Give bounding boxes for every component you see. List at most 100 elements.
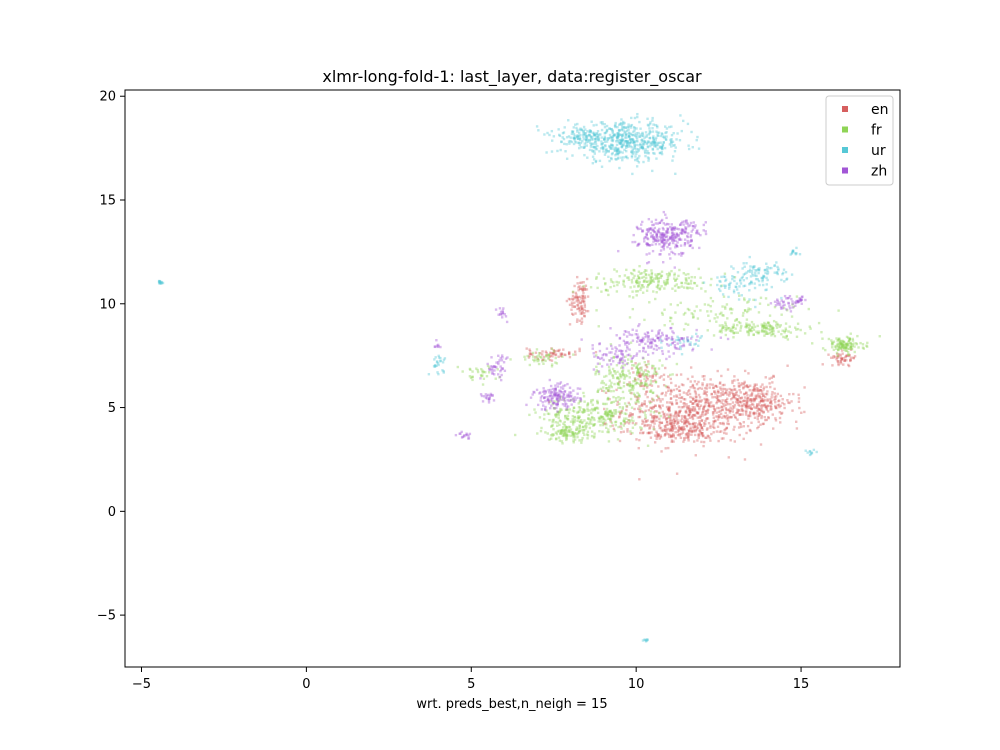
point-en bbox=[672, 388, 676, 392]
point-ur bbox=[627, 131, 631, 134]
point-en bbox=[692, 421, 695, 425]
point-ur bbox=[724, 284, 727, 288]
point-ur bbox=[617, 156, 620, 159]
point-en bbox=[581, 294, 584, 298]
point-en bbox=[696, 403, 699, 406]
point-zh bbox=[652, 228, 655, 231]
point-en bbox=[641, 410, 645, 414]
point-zh bbox=[694, 224, 697, 227]
point-fr bbox=[861, 343, 865, 346]
point-zh bbox=[489, 394, 492, 397]
point-fr bbox=[655, 277, 658, 281]
point-zh bbox=[655, 234, 659, 237]
point-ur bbox=[642, 139, 645, 142]
point-en bbox=[580, 322, 583, 325]
point-fr bbox=[720, 284, 723, 287]
point-zh bbox=[632, 233, 635, 237]
point-fr bbox=[637, 367, 640, 371]
point-ur bbox=[591, 150, 595, 153]
point-en bbox=[845, 359, 848, 362]
point-zh bbox=[651, 223, 654, 227]
point-zh bbox=[572, 389, 575, 392]
point-en bbox=[581, 294, 584, 298]
point-en bbox=[679, 400, 683, 403]
point-fr bbox=[760, 330, 763, 333]
point-en bbox=[759, 404, 763, 408]
point-fr bbox=[554, 420, 557, 424]
point-en bbox=[761, 392, 765, 396]
point-ur bbox=[610, 127, 613, 131]
point-fr bbox=[654, 367, 657, 370]
point-en bbox=[655, 394, 659, 398]
point-ur bbox=[433, 358, 436, 361]
point-en bbox=[698, 422, 701, 425]
point-fr bbox=[481, 369, 484, 372]
point-ur bbox=[724, 279, 727, 283]
point-ur bbox=[582, 130, 585, 133]
point-en bbox=[660, 421, 664, 425]
point-en bbox=[661, 404, 664, 407]
point-en bbox=[747, 414, 751, 417]
point-fr bbox=[481, 383, 485, 386]
point-fr bbox=[596, 407, 600, 410]
point-en bbox=[752, 388, 755, 392]
point-zh bbox=[620, 356, 623, 360]
point-fr bbox=[587, 413, 590, 417]
point-zh bbox=[598, 342, 601, 346]
point-en bbox=[738, 400, 742, 403]
point-fr bbox=[468, 367, 472, 371]
point-en bbox=[758, 408, 761, 412]
legend-label-zh: zh bbox=[871, 164, 887, 180]
point-en bbox=[773, 387, 776, 391]
point-ur bbox=[582, 133, 585, 137]
point-en bbox=[731, 393, 735, 396]
point-fr bbox=[581, 425, 585, 429]
point-en bbox=[743, 382, 746, 385]
point-en bbox=[618, 439, 622, 443]
point-en bbox=[568, 323, 572, 326]
point-en bbox=[648, 432, 651, 435]
point-zh bbox=[638, 323, 641, 326]
point-fr bbox=[600, 290, 603, 293]
point-en bbox=[579, 287, 582, 291]
point-en bbox=[664, 366, 667, 370]
point-fr bbox=[841, 346, 844, 349]
point-ur bbox=[775, 261, 778, 264]
point-zh bbox=[624, 343, 627, 346]
point-ur bbox=[161, 281, 165, 285]
point-zh bbox=[649, 346, 653, 349]
point-zh bbox=[801, 295, 804, 298]
point-fr bbox=[622, 381, 626, 385]
point-en bbox=[669, 397, 673, 401]
point-ur bbox=[789, 253, 792, 256]
point-fr bbox=[756, 331, 759, 335]
point-zh bbox=[671, 330, 674, 333]
point-fr bbox=[764, 332, 768, 336]
point-ur bbox=[628, 134, 631, 138]
point-zh bbox=[646, 244, 649, 247]
point-zh bbox=[642, 347, 645, 350]
point-en bbox=[749, 400, 753, 403]
point-fr bbox=[628, 295, 631, 298]
point-ur bbox=[758, 283, 761, 287]
point-fr bbox=[545, 355, 548, 358]
point-zh bbox=[608, 351, 611, 354]
point-fr bbox=[640, 368, 643, 372]
point-fr bbox=[596, 401, 599, 404]
point-fr bbox=[656, 286, 660, 290]
point-ur bbox=[750, 280, 753, 284]
point-zh bbox=[676, 233, 679, 236]
point-en bbox=[732, 392, 735, 396]
point-ur bbox=[753, 286, 757, 290]
point-fr bbox=[571, 423, 575, 426]
point-fr bbox=[601, 379, 604, 383]
point-fr bbox=[549, 434, 553, 437]
point-ur bbox=[599, 147, 603, 150]
point-fr bbox=[761, 328, 764, 331]
point-ur bbox=[761, 278, 765, 281]
point-fr bbox=[577, 402, 580, 405]
point-fr bbox=[784, 329, 788, 332]
point-en bbox=[673, 419, 677, 422]
point-fr bbox=[709, 310, 713, 313]
point-zh bbox=[492, 399, 496, 402]
